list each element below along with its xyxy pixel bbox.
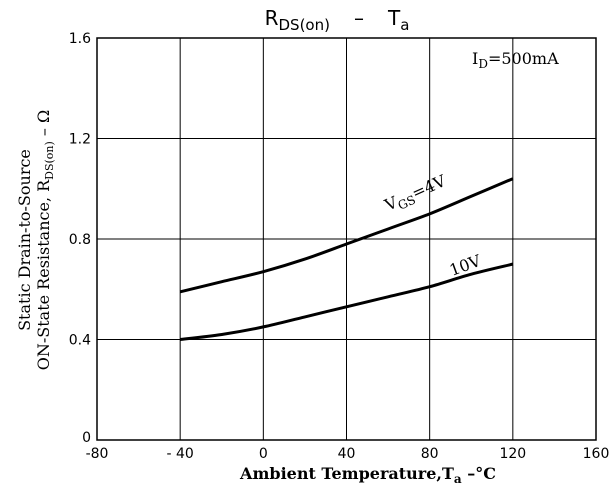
- condition-label: ID=500mA: [472, 49, 559, 71]
- series-layer: [179, 177, 514, 341]
- x-tick-label: 120: [499, 446, 526, 462]
- y-axis-label-unit: – Ω: [34, 110, 53, 141]
- chart-title-main: R: [265, 6, 279, 30]
- x-tick-label: 40: [338, 446, 356, 462]
- y-tick-label: 0: [82, 430, 91, 446]
- y-tick-label: 1.2: [69, 132, 91, 148]
- y-axis-label-sub: DS(on): [43, 141, 56, 180]
- x-axis-label-main: Ambient Temperature,T: [239, 464, 454, 483]
- y-axis-label-line1: Static Drain-to-Source: [15, 149, 34, 331]
- x-tick-label: - 40: [167, 446, 194, 462]
- series-4v-sub: GS: [396, 193, 418, 213]
- series-line-vgs-10v: [180, 262, 514, 341]
- series-4v-value: =4V: [409, 171, 449, 203]
- x-axis-label-unit: –°C: [462, 464, 496, 483]
- condition-prefix: I: [472, 49, 478, 68]
- chart-title-right: T: [387, 6, 401, 30]
- chart-title-sep: –: [354, 6, 364, 30]
- y-tick-label: 0.4: [69, 333, 91, 349]
- condition-sub: D: [478, 57, 488, 71]
- y-axis-label-main: ON-State Resistance, R: [34, 179, 53, 370]
- x-tick-label: -80: [86, 446, 109, 462]
- tick-labels: -80 - 40 0 40 80 120 160 0 0.4 0.8 1.2 1.6: [69, 31, 610, 462]
- y-tick-label: 1.6: [69, 31, 91, 47]
- x-tick-label: 80: [421, 446, 439, 462]
- condition-value: =500mA: [488, 49, 559, 68]
- x-axis-label-sub: a: [454, 472, 462, 486]
- x-tick-label: 0: [259, 446, 268, 462]
- x-axis-label: Ambient Temperature,Ta –°C: [239, 464, 496, 486]
- chart-title-right-sub: a: [400, 16, 409, 34]
- chart-title-sub: DS(on): [279, 16, 330, 34]
- chart-title: RDS(on) – Ta: [265, 6, 410, 34]
- x-tick-label: 160: [583, 446, 610, 462]
- grid: [96, 37, 597, 441]
- series-line-vgs-4v: [179, 177, 514, 294]
- y-tick-label: 0.8: [69, 232, 91, 248]
- y-axis-label-line2: ON-State Resistance, RDS(on) – Ω: [34, 110, 56, 371]
- plot-frame: [96, 37, 597, 441]
